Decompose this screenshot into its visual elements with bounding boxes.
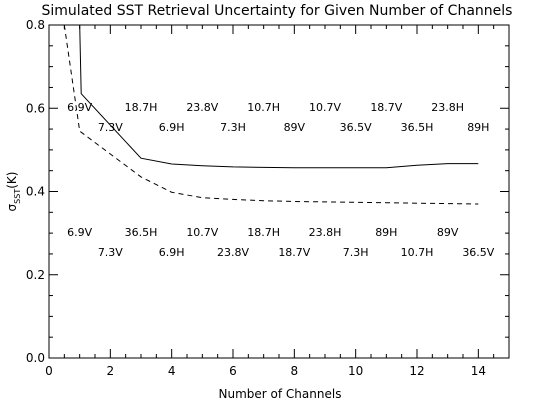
channel-annotation: 6.9V [67, 226, 92, 239]
axis-ticks: 0 2 4 6 8 10 12 14 0.0 0.2 0.4 0.6 0.8 [26, 18, 509, 378]
series-layer [63, 24, 479, 205]
channel-annotation: 36.5V [462, 246, 494, 259]
y-tick-label: 0.0 [26, 351, 45, 365]
y-tick-label: 0.6 [26, 101, 45, 115]
series-line-solid [79, 24, 479, 169]
x-tick-label: 6 [229, 364, 237, 378]
x-tick-label: 4 [168, 364, 176, 378]
channel-annotation: 23.8V [217, 246, 249, 259]
y-axis-label-subscript: SST [13, 189, 22, 204]
channel-annotation: 6.9H [159, 246, 185, 259]
y-axis-label-unit: (K) [5, 172, 19, 189]
y-tick-label: 0.8 [26, 18, 45, 32]
y-tick-label: 0.2 [26, 268, 45, 282]
channel-annotation: 23.8H [309, 226, 342, 239]
series-line-dashed [63, 24, 479, 205]
channel-annotation: 6.9V [67, 101, 92, 114]
channel-annotation: 18.7H [247, 226, 280, 239]
y-axis-label-sigma: σ [5, 203, 19, 211]
channel-annotation: 18.7V [370, 101, 402, 114]
channel-annotation: 7.3V [98, 246, 123, 259]
x-tick-label: 2 [107, 364, 115, 378]
channel-annotation: 7.3H [220, 121, 246, 134]
svg-text:σSST(K): σSST(K) [5, 172, 22, 212]
annotation-layer: 6.9V 18.7H 23.8V 10.7H 10.7V 18.7V 23.8H 7.3V 6.… [67, 101, 495, 259]
plot-frame [48, 24, 510, 359]
x-tick-label: 12 [409, 364, 424, 378]
channel-annotation: 23.8V [186, 101, 218, 114]
y-axis-label: σSST(K) [5, 172, 22, 212]
channel-annotation: 10.7H [401, 246, 434, 259]
channel-annotation: 36.5V [340, 121, 372, 134]
x-tick-label: 8 [291, 364, 299, 378]
channel-annotation: 89H [375, 226, 397, 239]
x-tick-label: 14 [471, 364, 486, 378]
channel-annotation: 6.9H [159, 121, 185, 134]
x-axis-label: Number of Channels [219, 387, 342, 401]
channel-annotation: 10.7V [309, 101, 341, 114]
channel-annotation: 7.3V [98, 121, 123, 134]
channel-annotation: 10.7H [247, 101, 280, 114]
channel-annotation: 36.5H [125, 226, 158, 239]
channel-annotation: 23.8H [431, 101, 464, 114]
channel-annotation: 89V [437, 226, 459, 239]
channel-annotation: 89V [284, 121, 306, 134]
channel-annotation: 7.3H [343, 246, 369, 259]
x-tick-label: 0 [45, 364, 53, 378]
channel-annotation: 18.7H [125, 101, 158, 114]
channel-annotation: 18.7V [278, 246, 310, 259]
chart-title: Simulated SST Retrieval Uncertainty for … [42, 3, 513, 19]
channel-annotation: 10.7V [186, 226, 218, 239]
channel-annotation: 89H [467, 121, 489, 134]
x-tick-label: 10 [348, 364, 363, 378]
channel-annotation: 36.5H [401, 121, 434, 134]
y-tick-label: 0.4 [26, 185, 45, 199]
